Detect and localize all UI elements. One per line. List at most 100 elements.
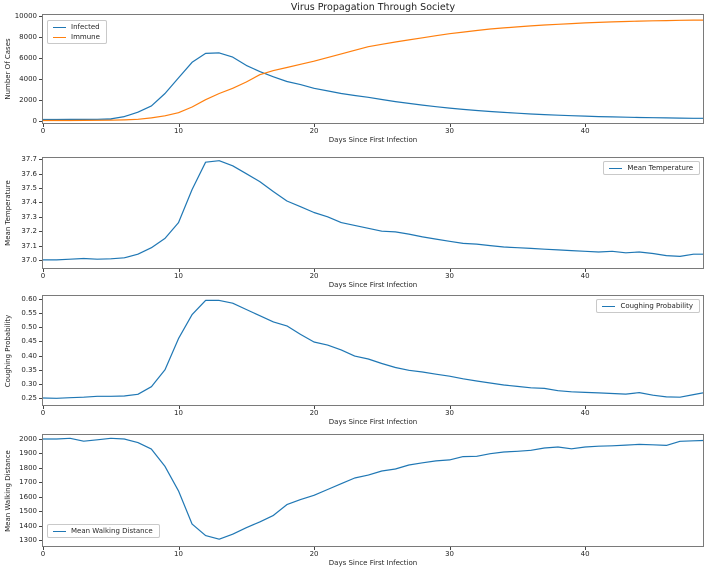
y-tick-label: 0.25 [21, 394, 37, 402]
y-tick-label: 1500 [19, 507, 37, 516]
y-tick-mark [39, 16, 42, 18]
x-tick-mark [585, 124, 587, 127]
y-tick-mark [39, 398, 42, 399]
plot-area-coughing [42, 295, 704, 406]
x-tick-label: 20 [309, 550, 319, 558]
y-tick-mark [39, 298, 42, 300]
y-tick-mark [39, 259, 42, 261]
y-axis-label-temperature: Mean Temperature [4, 180, 12, 246]
x-axis-label-temperature: Days Since First Infection [328, 281, 418, 289]
x-tick-mark [178, 406, 180, 409]
y-tick-label: 2000 [19, 435, 37, 444]
legend-label: Mean Temperature [627, 164, 693, 172]
x-tick-mark [178, 547, 180, 550]
y-axis-label-coughing: Coughing Probability [4, 314, 12, 387]
line-mean-walking-distance [43, 437, 703, 540]
x-tick-label: 10 [174, 272, 183, 280]
y-tick-label: 1600 [19, 492, 37, 501]
plot-area-temperature [42, 157, 704, 269]
y-tick-mark [39, 173, 42, 175]
x-tick-mark [178, 124, 180, 127]
y-tick-mark [39, 216, 42, 218]
y-tick-label: 37.5 [21, 184, 37, 193]
line-immune [43, 19, 703, 122]
x-tick-label: 0 [40, 127, 46, 135]
y-tick-mark [39, 120, 42, 122]
y-tick-label: 37.6 [21, 169, 37, 178]
x-tick-mark [449, 269, 451, 272]
legend-temperature: Mean Temperature [603, 161, 700, 175]
x-tick-label: 10 [174, 409, 183, 417]
y-tick-label: 10000 [14, 12, 37, 21]
x-tick-mark [449, 406, 451, 409]
y-tick-mark [39, 37, 42, 39]
x-tick-mark [314, 406, 316, 409]
y-tick-label: 37.7 [21, 155, 37, 164]
y-tick-label: 1800 [19, 463, 37, 472]
x-tick-mark [449, 547, 451, 550]
x-tick-mark [178, 269, 180, 272]
y-tick-label: 0.60 [21, 294, 37, 303]
y-tick-mark [39, 327, 42, 329]
legend-line-swatch [53, 26, 66, 28]
legend-line-swatch [53, 36, 66, 38]
x-tick-label: 30 [445, 409, 455, 417]
x-tick-label: 40 [580, 272, 590, 280]
x-tick-mark [314, 269, 316, 272]
y-tick-mark [39, 202, 42, 204]
y-tick-mark [39, 159, 42, 161]
y-axis-label-walking: Mean Walking Distance [4, 449, 12, 532]
x-tick-mark [449, 124, 451, 127]
legend-entry: Immune [53, 33, 100, 41]
legend-line-swatch [53, 530, 66, 532]
y-tick-mark [39, 188, 42, 190]
y-tick-mark [39, 231, 42, 233]
y-tick-mark [39, 482, 42, 484]
y-tick-mark [39, 245, 42, 247]
y-tick-mark [39, 313, 42, 315]
x-axis-label-coughing: Days Since First Infection [328, 418, 418, 426]
x-tick-label: 40 [580, 550, 590, 558]
y-tick-mark [39, 99, 42, 101]
y-tick-mark [39, 467, 42, 469]
x-tick-mark [43, 124, 44, 127]
x-tick-mark [585, 406, 587, 409]
figure-title: Virus Propagation Through Society [290, 2, 456, 13]
y-tick-label: 1300 [19, 535, 37, 544]
y-tick-label: 37.2 [21, 227, 37, 236]
x-tick-mark [43, 269, 44, 272]
x-tick-mark [43, 406, 44, 409]
x-tick-mark [314, 124, 316, 127]
y-tick-mark [39, 341, 42, 343]
y-tick-label: 1400 [19, 521, 37, 530]
y-tick-label: 37.4 [21, 198, 37, 207]
y-tick-mark [39, 525, 42, 527]
y-tick-label: 0.45 [21, 337, 37, 346]
x-tick-label: 0 [40, 409, 46, 417]
x-tick-label: 30 [445, 272, 455, 280]
legend-label: Coughing Probability [620, 302, 693, 310]
legend-entry: Mean Temperature [609, 164, 693, 172]
legend-walking: Mean Walking Distance [47, 524, 160, 538]
plot-area-cases [42, 14, 704, 124]
y-tick-label: 37.0 [21, 255, 37, 264]
y-axis-label-cases: Number Of Cases [4, 38, 12, 100]
y-tick-label: 0.55 [21, 309, 37, 318]
x-axis-label-walking: Days Since First Infection [328, 559, 418, 567]
y-tick-label: 2000 [19, 95, 37, 104]
legend-label: Infected [71, 23, 100, 31]
x-tick-mark [314, 547, 316, 550]
y-tick-mark [39, 383, 42, 385]
legend-line-swatch [602, 305, 616, 307]
x-tick-label: 0 [40, 272, 46, 280]
x-tick-label: 30 [445, 127, 455, 135]
legend-label: Immune [71, 33, 100, 41]
legend-cases: Infected Immune [47, 20, 107, 44]
x-tick-label: 20 [309, 272, 319, 280]
y-tick-mark [39, 539, 42, 541]
x-tick-label: 0 [40, 550, 46, 558]
x-tick-mark [585, 547, 587, 550]
y-tick-label: 0.35 [21, 365, 37, 374]
y-tick-mark [39, 355, 42, 357]
